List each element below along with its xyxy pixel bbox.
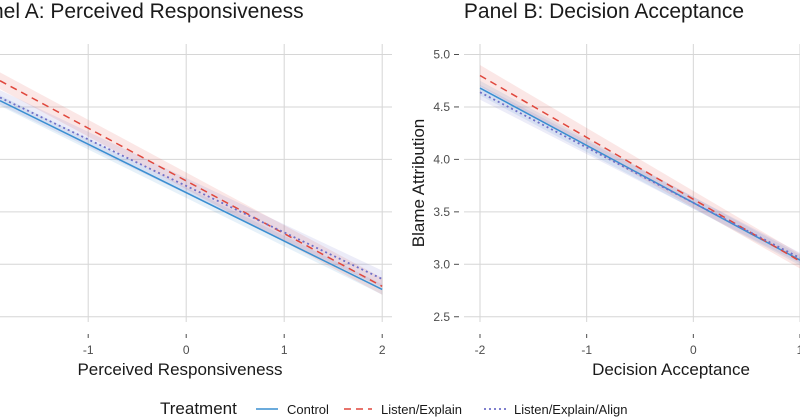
panel-b: Panel B: Decision Acceptance -2 -1 0 1 2.5 3… (409, 0, 800, 379)
panel-b-xtick-label-1: -1 (581, 343, 592, 357)
legend-item-listen-explain: Listen/Explain (344, 402, 462, 417)
panel-b-y-title: Blame Attribution (409, 119, 428, 248)
legend-item-listen-explain-align: Listen/Explain/Align (484, 402, 627, 417)
panel-b-title: Panel B: Decision Acceptance (464, 0, 744, 23)
legend-label-listen-explain: Listen/Explain (381, 402, 462, 417)
panel-a-series (0, 80, 383, 291)
panel-a-xtick-label-2: 1 (281, 343, 288, 357)
panel-b-ci-bands (480, 64, 800, 269)
panel-b-grid (464, 44, 800, 322)
legend: Treatment Control Listen/Explain Listen/… (160, 399, 627, 418)
panel-b-ytick-label-3: 4.0 (433, 152, 450, 166)
panel-b-y-ticks: 2.5 3.0 3.5 4.0 4.5 5.0 (433, 47, 459, 324)
panel-b-x-ticks: -2 -1 0 1 (475, 334, 800, 357)
legend-label-control: Control (287, 402, 329, 417)
panel-b-ytick-label-5: 5.0 (433, 47, 450, 61)
panel-a-title: nel A: Perceived Responsiveness (0, 0, 304, 23)
panel-b-x-title: Decision Acceptance (592, 360, 750, 379)
panel-b-xtick-label-2: 0 (690, 343, 697, 357)
panel-a-x-title: Perceived Responsiveness (77, 360, 282, 379)
panel-b-line-listen_explain (479, 74, 800, 262)
panel-b-ytick-label-2: 3.5 (433, 205, 450, 219)
panel-b-line-control (479, 87, 800, 261)
panel-b-line-listen_explain_align (479, 91, 800, 259)
panel-a-x-ticks: -1 0 1 2 (83, 334, 386, 357)
panel-b-xtick-label-0: -2 (475, 343, 486, 357)
panel-a-xtick-label-0: -1 (83, 343, 94, 357)
panel-a-line-listen_explain (0, 80, 383, 287)
panel-b-series (479, 74, 800, 262)
legend-label-listen-explain-align: Listen/Explain/Align (514, 402, 627, 417)
panel-b-ytick-label-4: 4.5 (433, 100, 450, 114)
panel-a-grid (0, 44, 392, 322)
panel-b-xtick-label-3: 1 (797, 343, 800, 357)
panel-a-xtick-label-3: 2 (379, 343, 386, 357)
panel-b-ytick-label-0: 2.5 (433, 310, 450, 324)
panel-a-line-control (0, 99, 383, 291)
panel-b-ytick-label-1: 3.0 (433, 257, 450, 271)
legend-item-control: Control (256, 402, 329, 417)
legend-title: Treatment (160, 399, 237, 418)
panel-b-ci-control (480, 80, 800, 266)
panel-a-line-listen_explain_align (0, 96, 383, 280)
panel-a-xtick-label-1: 0 (183, 343, 190, 357)
panel-a: nel A: Perceived Responsiveness -1 0 1 2 Pe… (0, 0, 392, 379)
